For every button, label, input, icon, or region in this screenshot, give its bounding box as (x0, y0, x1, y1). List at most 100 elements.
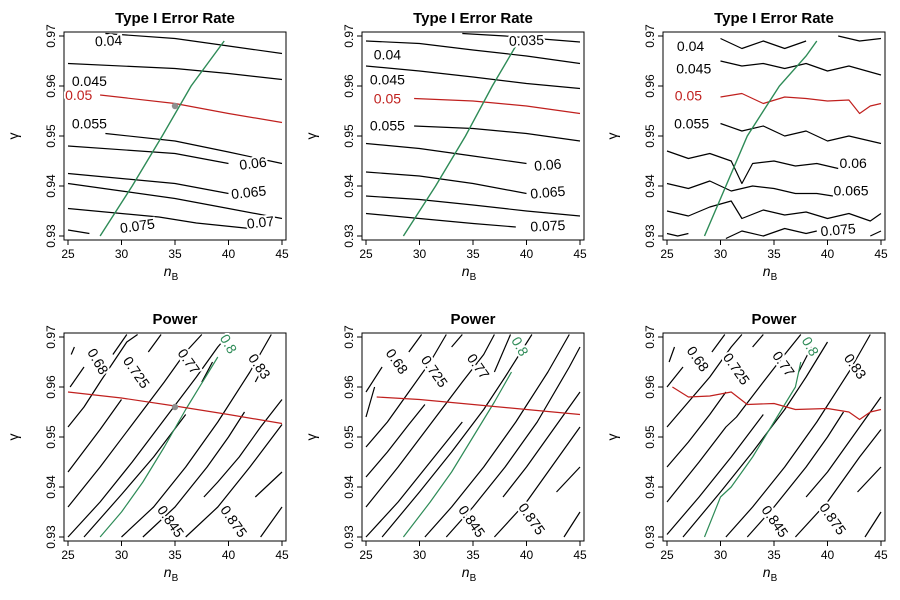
contour-line-0.05 (414, 97, 581, 115)
contour-line-0.68 (69, 366, 85, 388)
contour-line (666, 200, 882, 222)
contour-line (493, 426, 581, 538)
contour-label: 0.075 (119, 215, 156, 236)
y-tick-label: 0.97 (643, 325, 657, 349)
x-axis-label: nB (164, 564, 179, 584)
contour-line (254, 371, 262, 383)
y-tick-label: 0.97 (342, 325, 356, 349)
contour-line-0.8 (703, 361, 802, 538)
y-tick-label: 0.95 (44, 425, 58, 449)
y-axis-label: γ (303, 133, 319, 140)
x-axis-label: nB (763, 564, 778, 584)
plot-area: 0.68 0.725 0.770.80.830.845 0.875 (666, 333, 882, 541)
contour-label: 0.04 (677, 38, 704, 54)
x-axis-label: nB (763, 263, 778, 283)
x-tick-label: 30 (714, 247, 728, 261)
x-tick-label: 30 (413, 247, 427, 261)
y-tick-label: 0.93 (44, 224, 58, 248)
contour-line-0.055 (414, 125, 581, 142)
contour-label: 0.875 (217, 502, 250, 540)
y-axis-label: γ (604, 133, 620, 140)
contour-line-0.04 (720, 37, 807, 50)
y-tick-label: 0.94 (342, 174, 356, 198)
optimum-point (171, 102, 179, 110)
x-tick-label: 45 (275, 247, 289, 261)
x-tick-label: 35 (466, 247, 480, 261)
contour-label: 0.055 (674, 116, 709, 132)
contour-line (445, 346, 581, 538)
contour-line (365, 334, 495, 508)
x-axis-label-sub: B (470, 272, 477, 283)
x-tick-label: 45 (874, 548, 888, 562)
contour-line (260, 506, 283, 538)
y-tick-label: 0.97 (643, 24, 657, 48)
x-tick-label: 25 (61, 548, 75, 562)
contour-label: 0.77 (464, 351, 493, 383)
x-tick-label: 25 (61, 247, 75, 261)
contour-line-0.83 (142, 411, 246, 538)
plot-area: 0.68 0.725 0.770.80.830.845 0.875 (67, 331, 283, 541)
contour-line-0.07 (67, 182, 283, 220)
contour-label: 0.8 (508, 334, 532, 359)
x-tick-label: 25 (359, 548, 373, 562)
contour-line-0.06 (67, 145, 229, 165)
contour-line-0.06 (365, 142, 527, 165)
x-tick-label: 35 (168, 548, 182, 562)
contour-label: 0.065 (530, 183, 567, 202)
contour-label: 0.845 (758, 502, 791, 540)
x-axis-label-sub: B (771, 573, 778, 584)
contour-label: 0.875 (816, 500, 849, 538)
contour-label: 0.875 (515, 500, 548, 538)
x-tick-label: 35 (767, 247, 781, 261)
contour-line-0.075 (67, 207, 250, 230)
contour-line-0.875 (254, 471, 283, 498)
contour-line-0.68 (666, 366, 684, 388)
x-tick-label: 40 (520, 548, 534, 562)
x-tick-label: 30 (714, 548, 728, 562)
x-tick-label: 45 (874, 247, 888, 261)
optimum-point (171, 403, 179, 411)
contour-label: 0.77 (769, 348, 798, 380)
x-tick-label: 30 (115, 548, 129, 562)
contour-line-0.065 (666, 180, 833, 197)
contour-label: 0.8 (217, 331, 241, 356)
contour-line-0.725 (67, 399, 122, 473)
contour-line-0.725 (365, 404, 426, 478)
contour-label: 0.68 (383, 346, 412, 378)
contour-label: 0.045 (72, 73, 107, 89)
contour-line (381, 334, 533, 538)
contour-label: 0.06 (238, 154, 267, 173)
contour-line-0.725 (666, 391, 727, 468)
x-tick-label: 35 (168, 247, 182, 261)
contour-label: 0.04 (374, 47, 401, 63)
y-tick-label: 0.94 (643, 475, 657, 499)
panel-title: Power (450, 311, 495, 328)
contour-line-0.68 (365, 366, 383, 393)
contour-line-0.05 (100, 94, 283, 124)
y-tick-label: 0.97 (44, 325, 58, 349)
contour-line-0.77 (83, 414, 187, 538)
contour-line (682, 341, 829, 538)
y-tick-label: 0.96 (44, 375, 58, 399)
x-axis-label-main: n (462, 564, 470, 580)
y-tick-label: 0.96 (643, 375, 657, 399)
contour-line-0.045 (365, 65, 581, 90)
contour-label: 0.035 (509, 32, 545, 49)
contour-line (112, 334, 128, 355)
x-tick-label: 40 (222, 247, 236, 261)
x-axis-label-sub: B (771, 272, 778, 283)
contour-line-0.075 (365, 212, 516, 228)
x-axis-label-main: n (164, 263, 172, 279)
plot-area: 0.68 0.725 0.770.80.845 0.875 (365, 333, 581, 541)
contour-line (408, 334, 423, 353)
x-axis-label: nB (462, 263, 477, 283)
y-axis-label: γ (604, 434, 620, 441)
contour-label: 0.045 (370, 72, 405, 88)
y-axis-label: γ (5, 434, 21, 441)
x-tick-label: 30 (413, 548, 427, 562)
contour-line (67, 334, 138, 428)
contour-line (67, 334, 203, 508)
plot-frame (63, 31, 287, 241)
